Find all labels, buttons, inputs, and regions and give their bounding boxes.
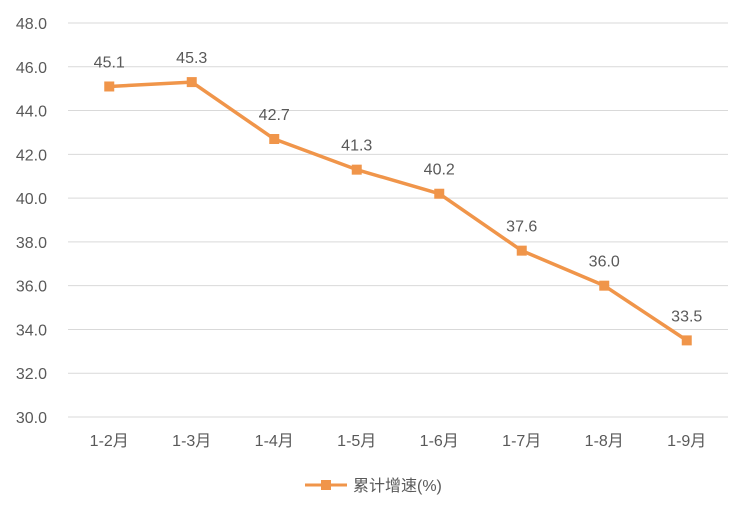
- y-tick-label: 42.0: [16, 147, 47, 164]
- x-axis-ticks: 1-2月 1-3月 1-4月 1-5月 1-6月 1-7月 1-8月 1-9月: [90, 433, 707, 450]
- data-label: 45.3: [176, 50, 207, 67]
- y-tick-label: 34.0: [16, 322, 47, 339]
- series-line: [107, 80, 689, 343]
- y-tick-label: 36.0: [16, 279, 47, 296]
- y-axis-ticks: 30.0 32.0 34.0 36.0 38.0 40.0 42.0 44.0 46.0 48.0: [16, 16, 47, 427]
- data-label: 42.7: [259, 107, 290, 124]
- legend-label: 累计增速(%): [353, 477, 442, 495]
- data-label: 40.2: [424, 162, 455, 179]
- x-tick-label: 1-9月: [667, 433, 706, 450]
- data-label: 45.1: [94, 54, 125, 71]
- x-tick-label: 1-2月: [90, 433, 129, 450]
- y-tick-label: 38.0: [16, 235, 47, 252]
- y-tick-label: 46.0: [16, 60, 47, 77]
- x-tick-label: 1-8月: [585, 433, 624, 450]
- data-label: 37.6: [506, 219, 537, 236]
- data-point-marker: [681, 335, 692, 346]
- data-point-marker: [104, 81, 115, 92]
- x-tick-label: 1-6月: [420, 433, 459, 450]
- y-tick-label: 32.0: [16, 366, 47, 383]
- data-point-marker: [434, 188, 445, 199]
- data-point-marker: [516, 245, 527, 256]
- y-tick-label: 44.0: [16, 104, 47, 121]
- data-point-marker: [186, 77, 197, 88]
- x-tick-label: 1-4月: [255, 433, 294, 450]
- y-tick-label: 30.0: [16, 410, 47, 427]
- data-point-marker: [269, 134, 280, 145]
- x-tick-label: 1-7月: [502, 433, 541, 450]
- gridlines: [68, 22, 728, 418]
- legend: 累计增速(%): [305, 477, 442, 495]
- data-label: 41.3: [341, 138, 372, 155]
- data-label: 33.5: [671, 308, 702, 325]
- series-layer: 45.1 45.3 42.7 41.3 40.2 37.6 36.0 33.5: [94, 50, 702, 346]
- y-tick-label: 40.0: [16, 191, 47, 208]
- data-label: 36.0: [589, 254, 620, 271]
- x-tick-label: 1-5月: [337, 433, 376, 450]
- data-point-marker: [599, 280, 610, 291]
- legend-marker-icon: [321, 480, 331, 490]
- data-point-marker: [351, 164, 362, 175]
- x-tick-label: 1-3月: [172, 433, 211, 450]
- y-tick-label: 48.0: [16, 16, 47, 33]
